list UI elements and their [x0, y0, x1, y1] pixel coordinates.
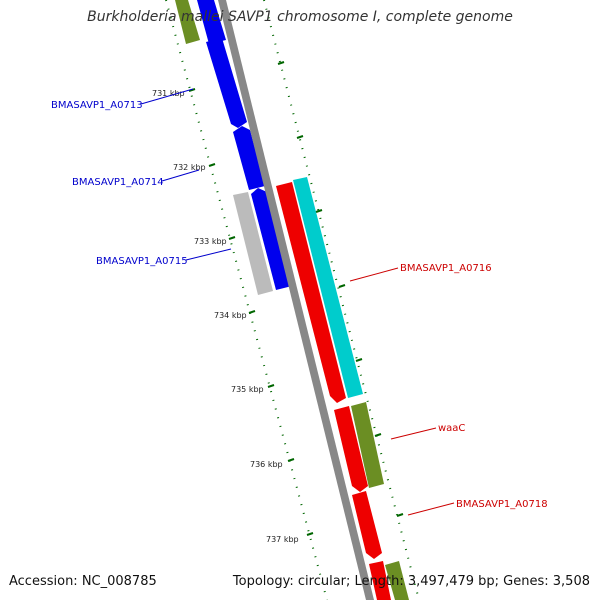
tick-mark — [315, 209, 323, 213]
tick-mark — [248, 310, 256, 314]
cds-feature — [369, 561, 391, 600]
gene-label: BMASAVP1_A0713 — [51, 100, 143, 111]
gene-label: BMASAVP1_A0718 — [456, 499, 548, 510]
tick-label: 736 kbp — [250, 460, 283, 469]
cds-feature — [334, 406, 368, 492]
leader-line — [140, 88, 194, 105]
cds-feature — [251, 188, 292, 290]
outer-gene-track-forward — [351, 402, 409, 600]
tick-mark — [208, 163, 216, 167]
rrna-feature — [293, 177, 363, 398]
cds-feature — [352, 491, 382, 559]
tick-label: 737 kbp — [266, 535, 299, 544]
tick-mark — [296, 135, 304, 139]
leader-line — [185, 248, 232, 261]
outer-tick-track — [263, 0, 420, 600]
tick-mark — [188, 88, 196, 92]
gene-label: BMASAVP1_A0715 — [96, 256, 188, 267]
leader-line — [161, 169, 200, 182]
cds-feature — [206, 38, 247, 128]
gene-label: BMASAVP1_A0714 — [72, 177, 164, 188]
tick-mark — [228, 236, 236, 240]
gene-label: BMASAVP1_A0716 — [400, 263, 492, 274]
accession-text: Accession: NC_008785 — [9, 574, 157, 589]
leader-line — [390, 427, 437, 440]
outer-gene-track-reverse — [175, 0, 200, 44]
gene-feature — [351, 402, 384, 488]
reverse-cds-track — [197, 0, 292, 290]
outer-ticks — [277, 61, 404, 517]
tick-mark — [287, 458, 295, 462]
gene-feature — [175, 0, 200, 44]
label-leaders — [140, 88, 455, 516]
tick-mark — [277, 61, 285, 65]
map-title: Burkholderia mallei SAVP1 chromosome I, … — [87, 9, 513, 25]
tick-mark — [306, 532, 314, 536]
other-feature-track — [233, 192, 273, 295]
tick-mark — [396, 513, 404, 517]
tick-label: 733 kbp — [194, 237, 227, 246]
tick-mark — [267, 384, 275, 388]
gene-feature — [385, 561, 409, 600]
other-feature — [233, 192, 273, 295]
tick-mark — [374, 433, 382, 437]
tick-mark — [338, 284, 346, 288]
genome-backbone — [218, 0, 374, 600]
leader-line — [349, 267, 399, 282]
cds-feature — [197, 0, 226, 44]
cds-feature — [233, 126, 265, 190]
tick-mark — [355, 358, 363, 362]
genome-summary-text: Topology: circular; Length: 3,497,479 bp… — [232, 574, 590, 589]
forward-cds-track — [276, 182, 391, 600]
major-ticks — [188, 88, 314, 536]
tick-label: 735 kbp — [231, 385, 264, 394]
cds-feature — [276, 182, 346, 403]
tick-label: 734 kbp — [214, 311, 247, 320]
tick-label: 731 kbp — [152, 89, 185, 98]
leader-line — [407, 502, 455, 516]
gene-label: waaC — [438, 423, 465, 434]
tick-label: 732 kbp — [173, 163, 206, 172]
